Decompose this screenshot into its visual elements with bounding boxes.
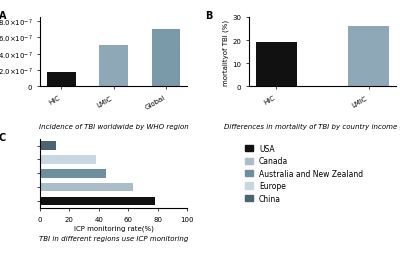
Bar [348, 27, 389, 87]
Bar [40, 183, 133, 192]
Bar [256, 43, 297, 87]
Bar [99, 46, 128, 87]
Legend: USA, Canada, Australia and New Zealand, Europe, China: USA, Canada, Australia and New Zealand, … [245, 144, 363, 203]
Bar [40, 142, 56, 150]
Text: TBI in different regions use ICP monitoring: TBI in different regions use ICP monitor… [39, 235, 188, 241]
Y-axis label: mortalityof TBI (%): mortalityof TBI (%) [223, 20, 230, 85]
Text: Differences in mortality of TBI by country income group: Differences in mortality of TBI by count… [224, 123, 400, 129]
X-axis label: ICP monitoring rate(%): ICP monitoring rate(%) [74, 225, 154, 231]
Bar [40, 169, 106, 178]
Text: Incidence of TBI worldwide by WHO region: Incidence of TBI worldwide by WHO region [39, 123, 188, 129]
Bar [40, 156, 96, 164]
Text: C: C [0, 132, 6, 142]
Bar [152, 30, 180, 87]
Text: B: B [205, 11, 212, 21]
Bar [47, 72, 76, 87]
Bar [40, 197, 155, 205]
Text: A: A [0, 11, 6, 21]
